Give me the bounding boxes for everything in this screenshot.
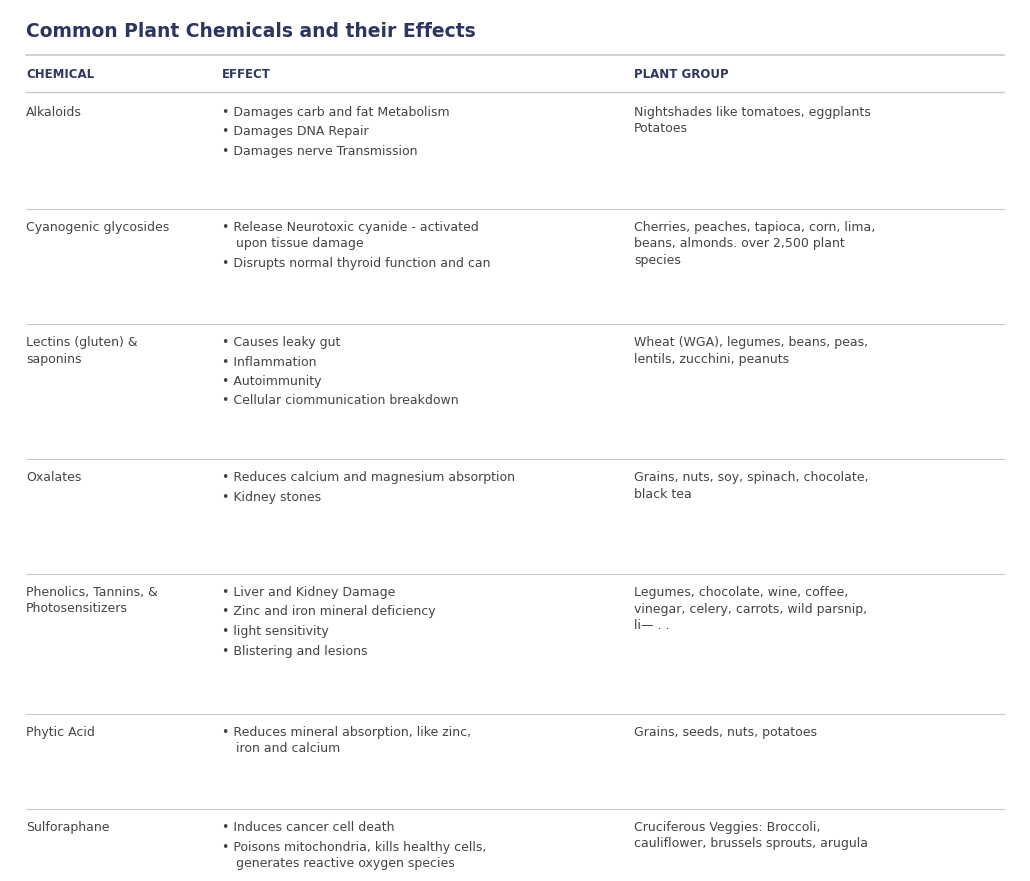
Text: Cherries, peaches, tapioca, corn, lima,: Cherries, peaches, tapioca, corn, lima, — [634, 221, 876, 234]
Text: • Induces cancer cell death: • Induces cancer cell death — [222, 821, 394, 834]
Text: PLANT GROUP: PLANT GROUP — [634, 68, 728, 81]
Text: • Damages DNA Repair: • Damages DNA Repair — [222, 125, 369, 138]
Text: • light sensitivity: • light sensitivity — [222, 625, 329, 638]
Text: CHEMICAL: CHEMICAL — [26, 68, 94, 81]
Text: Common Plant Chemicals and their Effects: Common Plant Chemicals and their Effects — [26, 22, 476, 41]
Text: • Inflammation: • Inflammation — [222, 356, 316, 368]
Text: Alkaloids: Alkaloids — [26, 106, 81, 119]
Text: Lectins (gluten) &: Lectins (gluten) & — [26, 336, 138, 349]
Text: • Release Neurotoxic cyanide - activated: • Release Neurotoxic cyanide - activated — [222, 221, 479, 234]
Text: • Reduces mineral absorption, like zinc,: • Reduces mineral absorption, like zinc, — [222, 726, 471, 739]
Text: Grains, nuts, soy, spinach, chocolate,: Grains, nuts, soy, spinach, chocolate, — [634, 471, 868, 484]
Text: Potatoes: Potatoes — [634, 122, 688, 136]
Text: Cyanogenic glycosides: Cyanogenic glycosides — [26, 221, 169, 234]
Text: • Disrupts normal thyroid function and can: • Disrupts normal thyroid function and c… — [222, 257, 490, 270]
Text: • Damages nerve Transmission: • Damages nerve Transmission — [222, 145, 417, 158]
Text: Nightshades like tomatoes, eggplants: Nightshades like tomatoes, eggplants — [634, 106, 870, 119]
Text: EFFECT: EFFECT — [222, 68, 271, 81]
Text: upon tissue damage: upon tissue damage — [236, 238, 364, 250]
Text: generates reactive oxygen species: generates reactive oxygen species — [236, 857, 455, 870]
Text: • Cellular ciommunication breakdown: • Cellular ciommunication breakdown — [222, 395, 458, 408]
Text: • Reduces calcium and magnesium absorption: • Reduces calcium and magnesium absorpti… — [222, 471, 515, 484]
Text: • Damages carb and fat Metabolism: • Damages carb and fat Metabolism — [222, 106, 450, 119]
Text: Oxalates: Oxalates — [26, 471, 81, 484]
Text: • Poisons mitochondria, kills healthy cells,: • Poisons mitochondria, kills healthy ce… — [222, 840, 486, 854]
Text: Cruciferous Veggies: Broccoli,: Cruciferous Veggies: Broccoli, — [634, 821, 820, 834]
Text: Legumes, chocolate, wine, coffee,: Legumes, chocolate, wine, coffee, — [634, 586, 849, 599]
Text: Grains, seeds, nuts, potatoes: Grains, seeds, nuts, potatoes — [634, 726, 817, 739]
Text: vinegar, celery, carrots, wild parsnip,: vinegar, celery, carrots, wild parsnip, — [634, 603, 867, 616]
Text: li— . .: li— . . — [634, 619, 670, 632]
Text: black tea: black tea — [634, 487, 692, 500]
Text: • Zinc and iron mineral deficiency: • Zinc and iron mineral deficiency — [222, 605, 436, 618]
Text: cauliflower, brussels sprouts, arugula: cauliflower, brussels sprouts, arugula — [634, 838, 868, 850]
Text: Phytic Acid: Phytic Acid — [26, 726, 95, 739]
Text: • Blistering and lesions: • Blistering and lesions — [222, 645, 368, 657]
Text: lentils, zucchini, peanuts: lentils, zucchini, peanuts — [634, 352, 789, 366]
Text: • Kidney stones: • Kidney stones — [222, 491, 321, 504]
Text: Sulforaphane: Sulforaphane — [26, 821, 109, 834]
Text: beans, almonds. over 2,500 plant: beans, almonds. over 2,500 plant — [634, 238, 845, 250]
Text: species: species — [634, 254, 681, 267]
Text: • Causes leaky gut: • Causes leaky gut — [222, 336, 340, 349]
Text: Photosensitizers: Photosensitizers — [26, 603, 128, 616]
Text: • Autoimmunity: • Autoimmunity — [222, 375, 321, 388]
Text: Phenolics, Tannins, &: Phenolics, Tannins, & — [26, 586, 158, 599]
Text: saponins: saponins — [26, 352, 81, 366]
Text: • Liver and Kidney Damage: • Liver and Kidney Damage — [222, 586, 396, 599]
Text: iron and calcium: iron and calcium — [236, 743, 340, 756]
Text: Wheat (WGA), legumes, beans, peas,: Wheat (WGA), legumes, beans, peas, — [634, 336, 868, 349]
